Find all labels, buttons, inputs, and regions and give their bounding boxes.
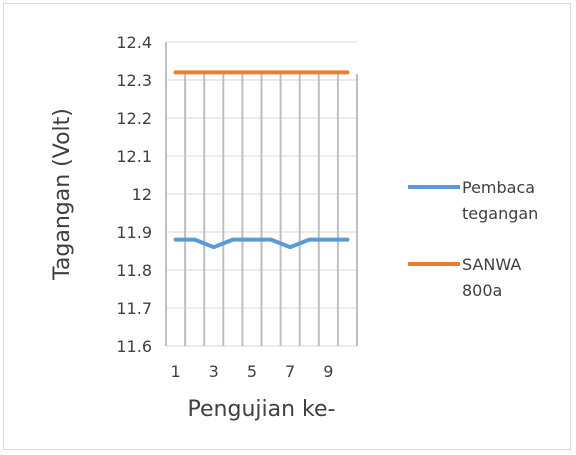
vertical-gridlines — [165, 42, 358, 346]
y-axis-title: Tagangan (Volt) — [50, 108, 75, 281]
y-tick-label: 11.8 — [116, 261, 152, 280]
legend: Pembaca tegangan SANWA 800a — [408, 178, 538, 300]
chart-area: 11.6 11.7 11.8 11.9 12 12.1 12.2 12.3 12.4 1 3 5 7 9… — [3, 3, 571, 450]
y-tick-label: 12.2 — [116, 109, 152, 128]
x-tick-label: 7 — [285, 362, 295, 381]
line-chart: 11.6 11.7 11.8 11.9 12 12.1 12.2 12.3 12.4 1 3 5 7 9… — [50, 33, 538, 422]
y-tick-label: 12.3 — [116, 71, 152, 90]
y-tick-label: 12 — [132, 185, 152, 204]
y-tick-label: 11.9 — [116, 223, 152, 242]
x-tick-label: 9 — [323, 362, 333, 381]
x-axis-ticks: 1 3 5 7 9 — [170, 362, 333, 381]
x-tick-label: 5 — [247, 362, 257, 381]
x-tick-label: 3 — [209, 362, 219, 381]
y-tick-label: 12.4 — [116, 33, 152, 52]
legend-label: SANWA — [462, 255, 521, 274]
y-tick-label: 11.7 — [116, 299, 152, 318]
legend-label: Pembaca — [462, 178, 535, 197]
x-tick-label: 1 — [170, 362, 180, 381]
legend-label: tegangan — [462, 204, 538, 223]
y-axis-ticks: 11.6 11.7 11.8 11.9 12 12.1 12.2 12.3 12.4 — [116, 33, 152, 356]
y-tick-label: 12.1 — [116, 147, 152, 166]
series-lines — [173, 70, 350, 250]
series-line — [173, 237, 350, 250]
legend-label: 800a — [462, 281, 502, 300]
y-tick-label: 11.6 — [116, 337, 152, 356]
x-axis-title: Pengujian ke- — [188, 397, 336, 422]
